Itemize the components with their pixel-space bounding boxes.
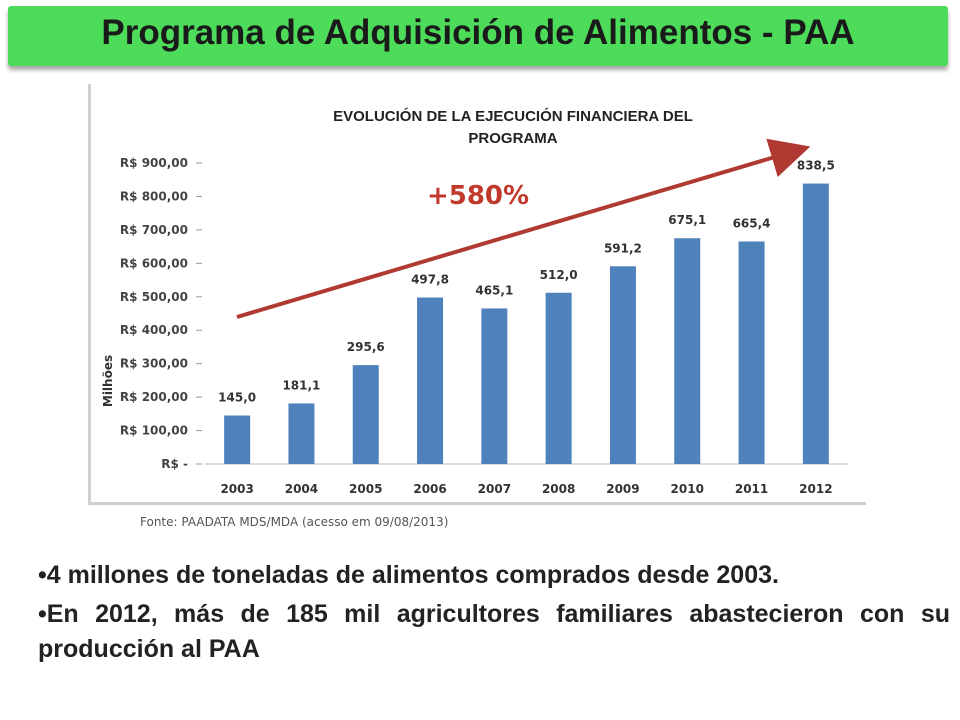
data-label-2010: 675,1 (668, 213, 706, 227)
data-label-2009: 591,2 (604, 241, 642, 255)
title-banner: Programa de Adquisición de Alimentos - P… (8, 6, 948, 66)
x-tick-label: 2009 (606, 482, 639, 496)
y-axis-label: Milhões (101, 355, 115, 407)
frame-left-border (88, 84, 91, 504)
x-tick-label: 2004 (285, 482, 318, 496)
data-label-2003: 145,0 (218, 391, 256, 405)
bar-2009 (609, 266, 636, 464)
growth-arrow (236, 138, 811, 319)
data-labels: 145,0 181,1 295,6 497,8 465,1 512,0 591,2 675,1… (218, 159, 835, 405)
chart-title-line2: PROGRAMA (468, 130, 557, 147)
x-ticks: 2003 2004 2005 2006 2007 2008 2009 2010 2011 2012 (220, 482, 832, 496)
y-tick-label: R$ 600,00 (120, 256, 188, 270)
chart-frame: EVOLUCIÓN DE LA EJECUCIÓN FINANCIERA DEL… (88, 84, 866, 532)
y-tick-label: R$ 200,00 (120, 390, 188, 404)
bullet-item-tonnes: •4 millones de toneladas de alimentos co… (38, 561, 779, 589)
bar-2006 (417, 297, 444, 464)
x-tick-label: 2005 (349, 482, 382, 496)
data-label-2007: 465,1 (475, 283, 513, 297)
bar-2005 (352, 365, 379, 464)
data-label-2008: 512,0 (540, 268, 578, 282)
x-tick-label: 2008 (542, 482, 575, 496)
x-tick-label: 2006 (413, 482, 446, 496)
bar-2011 (738, 241, 765, 464)
source-note: Fonte: PAADATA MDS/MDA (acesso em 09/08/… (140, 515, 448, 529)
y-tick-label: R$ 100,00 (120, 424, 188, 438)
y-tick-label: R$ 900,00 (120, 156, 188, 170)
y-tick-label: R$ 800,00 (120, 189, 188, 203)
chart-title-line1: EVOLUCIÓN DE LA EJECUCIÓN FINANCIERA DEL (333, 107, 693, 125)
x-tick-label: 2010 (671, 482, 704, 496)
growth-annotation: +580% (427, 181, 529, 211)
y-tick-label: R$ 500,00 (120, 290, 188, 304)
bullet-item-farmers: •En 2012, más de 185 mil agricultores fa… (38, 600, 950, 663)
data-label-2012: 838,5 (797, 159, 835, 173)
bar-chart: EVOLUCIÓN DE LA EJECUCIÓN FINANCIERA DEL… (101, 107, 848, 529)
x-tick-label: 2007 (478, 482, 511, 496)
bar-2008 (545, 292, 572, 464)
slide-title: Programa de Adquisición de Alimentos - P… (101, 13, 855, 52)
y-tick-label: R$ 400,00 (120, 323, 188, 337)
frame-bottom-border (88, 502, 866, 505)
y-tick-label: R$ 700,00 (120, 223, 188, 237)
y-tick-label: R$ - (161, 457, 188, 471)
bullet-list: •4 millones de toneladas de alimentos co… (38, 558, 950, 671)
bar-2010 (674, 238, 701, 464)
x-tick-label: 2003 (220, 482, 253, 496)
y-ticks: R$ - R$ 100,00 R$ 200,00 R$ 300,00 R$ 400,00… (120, 156, 202, 471)
bar-2004 (288, 403, 315, 464)
data-label-2005: 295,6 (347, 340, 385, 354)
bar-2003 (224, 415, 251, 464)
data-label-2006: 497,8 (411, 273, 449, 287)
bars (205, 183, 848, 465)
bar-2007 (481, 308, 508, 464)
x-tick-label: 2011 (735, 482, 768, 496)
y-tick-label: R$ 300,00 (120, 357, 188, 371)
bar-2012 (802, 183, 829, 464)
data-label-2004: 181,1 (282, 378, 320, 392)
data-label-2011: 665,4 (733, 216, 771, 230)
x-tick-label: 2012 (799, 482, 832, 496)
